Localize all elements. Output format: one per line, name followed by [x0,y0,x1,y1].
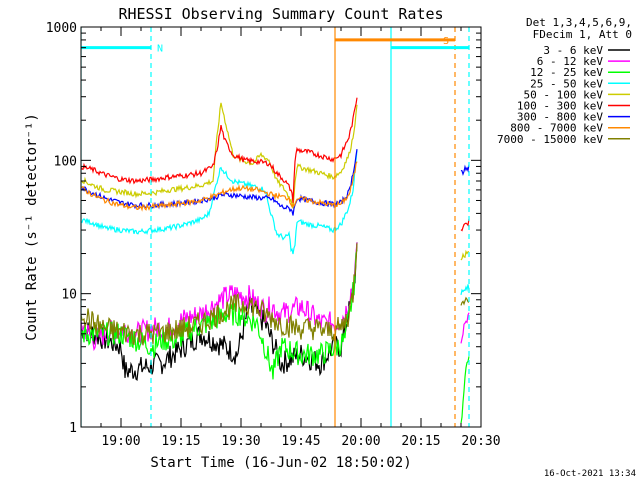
legend-label-1: 6 - 12 keV [537,55,604,68]
late-segment-4 [460,218,470,232]
legend-label-8: 7000 - 15000 keV [497,133,603,146]
y-tick-label: 100 [54,154,77,169]
info-line-1: FDecim 1, Att 0 [533,28,632,41]
footer-timestamp: 16-Oct-2021 13:34 [544,469,636,479]
y-tick-label: 1000 [46,21,77,36]
chart-title: RHESSI Observing Summary Count Rates [118,5,443,23]
x-tick-label: 19:30 [221,434,260,449]
x-tick-label: 19:15 [161,434,200,449]
y-axis-label: Count Rate (s⁻¹ detector⁻¹) [24,113,40,341]
legend-label-5: 100 - 300 keV [517,100,603,113]
series-line-7 [81,161,358,212]
x-axis-label: Start Time (16-Jun-02 18:50:02) [150,455,411,471]
series-line-8 [81,243,358,346]
info-line-0: Det 1,3,4,5,6,9, [526,16,632,29]
late-segment-1 [460,356,470,424]
legend-label-6: 300 - 800 keV [517,111,603,124]
series-line-6 [81,149,358,216]
series-line-1 [81,242,358,352]
series-line-0 [81,242,358,381]
late-segment-6 [460,296,470,306]
late-segment-5 [460,164,470,176]
legend-label-0: 3 - 6 keV [543,44,603,57]
x-tick-label: 20:00 [341,434,380,449]
y-tick-label: 10 [61,288,77,303]
flag-label-0: N [157,44,163,55]
x-tick-label: 20:30 [461,434,500,449]
legend-label-7: 800 - 7000 keV [510,122,603,135]
late-segment-3 [460,249,470,261]
legend-label-3: 25 - 50 keV [530,77,603,90]
series-line-3 [81,150,358,255]
series-line-5 [81,97,358,203]
series-line-4 [81,102,358,209]
flag-label-1: S [443,36,449,47]
legend-label-4: 50 - 100 keV [524,88,604,101]
legend-label-2: 12 - 25 keV [530,66,603,79]
late-segment-2 [460,284,470,296]
x-tick-label: 19:00 [101,434,140,449]
x-tick-label: 19:45 [281,434,320,449]
late-segment-0 [460,312,470,344]
y-tick-label: 1 [69,421,77,436]
x-tick-label: 20:15 [401,434,440,449]
